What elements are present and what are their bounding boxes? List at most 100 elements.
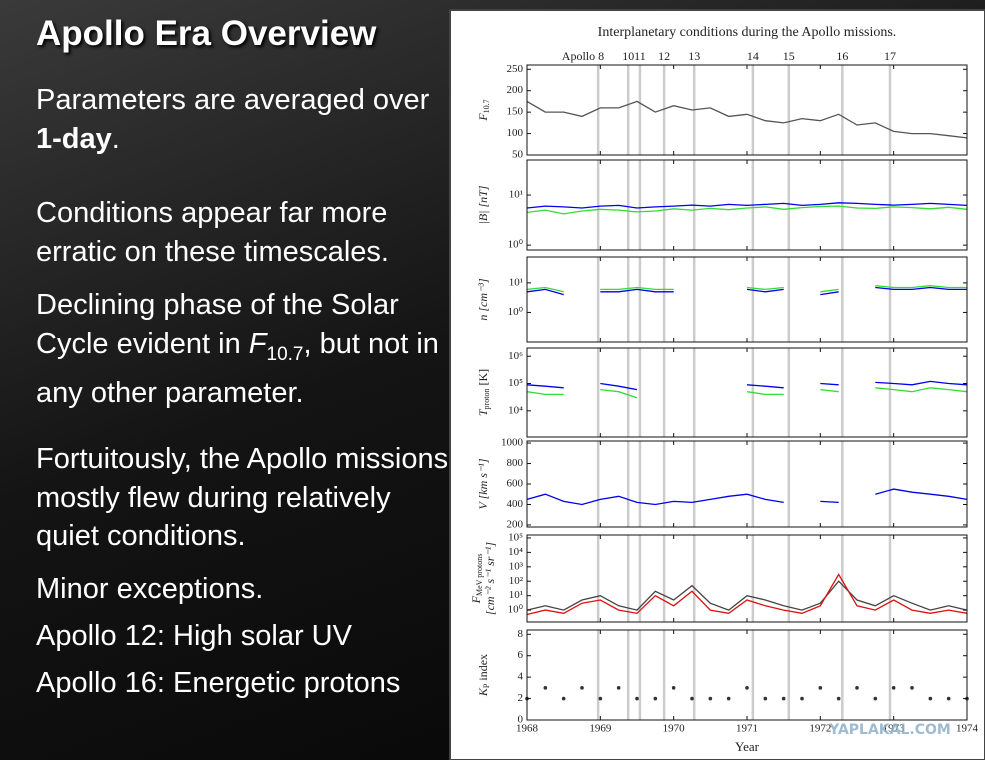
y-tick-label: 8 bbox=[518, 628, 524, 640]
text: . bbox=[111, 122, 120, 155]
y-axis-label: F10.7 bbox=[476, 99, 491, 121]
y-tick-label: 10⁴ bbox=[508, 404, 523, 416]
x-tick-label: 1971 bbox=[736, 723, 758, 735]
y-tick-label: 10¹ bbox=[509, 189, 523, 201]
data-point bbox=[561, 696, 566, 701]
y-axis-label-part: MeV protons bbox=[475, 554, 484, 596]
x-tick-label: 1968 bbox=[516, 723, 539, 735]
y-tick-label: 10⁰ bbox=[508, 239, 524, 251]
text: Conditions appear far more erratic on th… bbox=[36, 197, 389, 268]
y-tick-label: 10⁵ bbox=[508, 531, 523, 543]
y-axis-label-part: proton bbox=[482, 389, 491, 410]
y-axis-label-part: 10.7 bbox=[482, 99, 491, 113]
data-point bbox=[781, 696, 786, 701]
y-tick-label: 800 bbox=[507, 457, 524, 469]
y-axis-label-part: P bbox=[482, 683, 491, 688]
y-tick-label: 10¹ bbox=[509, 276, 523, 288]
mission-label: Apollo 8 bbox=[562, 49, 604, 63]
y-axis-label-part: |B| [nT] bbox=[476, 185, 490, 224]
paragraph: Parameters are averaged over 1-day. bbox=[36, 81, 451, 158]
y-tick-label: 10² bbox=[509, 575, 524, 587]
mission-label: 16 bbox=[836, 49, 848, 63]
text: Apollo 16: Energetic protons bbox=[36, 667, 401, 699]
y-tick-label: 100 bbox=[507, 127, 524, 139]
y-tick-label: 150 bbox=[507, 106, 524, 118]
paragraph: Minor exceptions. bbox=[36, 570, 451, 609]
data-point bbox=[671, 686, 676, 690]
mission-label: 12 bbox=[658, 49, 670, 63]
panel-background bbox=[527, 257, 967, 342]
panel-background bbox=[527, 441, 967, 527]
data-line bbox=[526, 387, 968, 399]
text: Apollo 12: High solar UV bbox=[36, 620, 352, 652]
mission-label: 14 bbox=[747, 49, 759, 63]
data-point bbox=[598, 696, 603, 701]
text: Parameters are averaged over bbox=[36, 84, 430, 116]
mission-label: 11 bbox=[634, 49, 646, 63]
y-tick-label: 10⁴ bbox=[508, 546, 523, 558]
y-axis-label: FMeV protons bbox=[469, 554, 484, 605]
text: 10.7 bbox=[266, 343, 304, 365]
data-line bbox=[526, 285, 967, 293]
y-tick-label: 10⁰ bbox=[508, 306, 524, 318]
y-tick-label: 200 bbox=[507, 84, 524, 96]
y-tick-label: 10¹ bbox=[509, 589, 523, 601]
y-tick-label: 400 bbox=[507, 498, 524, 510]
y-tick-label: 2 bbox=[518, 692, 524, 704]
slide-title: Apollo Era Overview bbox=[36, 14, 377, 53]
paragraph: Fortuitously, the Apollo missions mostly… bbox=[36, 440, 451, 556]
mission-label: 10 bbox=[622, 49, 634, 63]
data-line bbox=[526, 380, 968, 391]
data-point bbox=[580, 686, 584, 690]
data-point bbox=[855, 686, 859, 690]
paragraph: Declining phase of the Solar Cycle evide… bbox=[36, 286, 451, 412]
text: F bbox=[248, 327, 267, 360]
data-point bbox=[873, 696, 878, 701]
y-axis-label-part: V [km s⁻¹] bbox=[476, 458, 490, 509]
y-axis-label: V [km s⁻¹] bbox=[476, 458, 490, 509]
data-line bbox=[526, 202, 968, 209]
x-tick-label: 1974 bbox=[956, 723, 979, 735]
data-point bbox=[910, 686, 914, 690]
data-line bbox=[526, 286, 967, 296]
data-point bbox=[726, 696, 731, 701]
text: 1-day bbox=[36, 122, 112, 155]
y-axis-label-part: [cm⁻² s⁻¹ sr⁻¹] bbox=[483, 542, 497, 615]
chart-title: Interplanetary conditions during the Apo… bbox=[598, 25, 897, 40]
y-axis-label-part: n [cm⁻³] bbox=[476, 278, 490, 321]
data-point bbox=[745, 686, 749, 690]
y-axis-label-part: F bbox=[469, 595, 483, 604]
y-axis-label-part: K bbox=[476, 687, 490, 697]
mission-label: 15 bbox=[783, 49, 795, 63]
data-point bbox=[946, 696, 951, 701]
data-line bbox=[526, 488, 968, 506]
text: Fortuitously, the Apollo missions mostly… bbox=[36, 443, 449, 552]
y-tick-label: 10³ bbox=[509, 560, 524, 572]
mission-label: 17 bbox=[884, 49, 896, 63]
y-axis-label: |B| [nT] bbox=[476, 185, 490, 224]
data-point bbox=[543, 686, 548, 690]
text: Declining phase of the Solar Cycle evide… bbox=[36, 289, 399, 360]
paragraph: Apollo 16: Energetic protons bbox=[36, 664, 451, 703]
y-tick-label: 4 bbox=[518, 671, 524, 683]
panel-background bbox=[527, 348, 967, 437]
panel-background bbox=[527, 65, 967, 155]
mission-label: 13 bbox=[688, 49, 700, 63]
y-tick-label: 0 bbox=[518, 714, 524, 726]
y-tick-label: 50 bbox=[512, 149, 524, 161]
data-line bbox=[526, 100, 968, 139]
x-tick-label: 1970 bbox=[663, 723, 686, 735]
y-tick-label: 10⁶ bbox=[508, 350, 523, 362]
y-axis-label-part: T bbox=[476, 408, 490, 416]
paragraph: Apollo 12: High solar UV bbox=[36, 617, 451, 656]
watermark: YAPLAKAL.COM bbox=[828, 722, 951, 738]
data-point bbox=[928, 696, 933, 701]
y-tick-label: 600 bbox=[507, 478, 524, 490]
data-point bbox=[653, 696, 658, 701]
data-point bbox=[690, 696, 694, 701]
y-axis-label: KP index bbox=[476, 654, 491, 697]
data-line bbox=[526, 580, 968, 611]
data-point bbox=[818, 686, 823, 690]
x-tick-label: 1973 bbox=[883, 723, 906, 735]
x-tick-label: 1972 bbox=[809, 723, 831, 735]
